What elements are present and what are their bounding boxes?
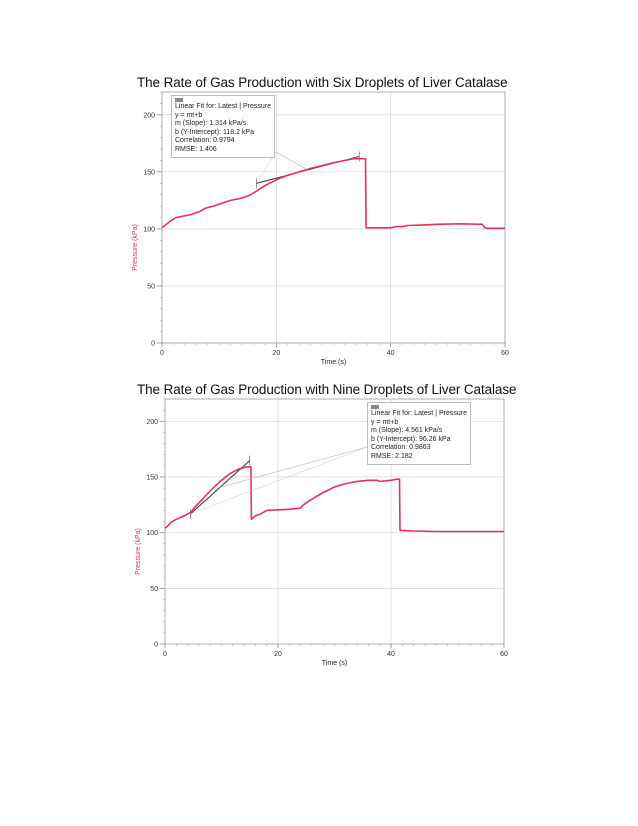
linear-fit-box[interactable]: Linear Fit for: Latest | Pressure y = mt… bbox=[367, 402, 471, 465]
data-series-line bbox=[164, 466, 504, 533]
fit-leader-line bbox=[275, 151, 308, 171]
fit-leader-line bbox=[220, 446, 368, 488]
x-axis-title: Time (s) bbox=[322, 660, 347, 667]
chart-panel-nine-droplets: The Rate of Gas Production with Nine Dro… bbox=[133, 380, 517, 673]
y-tick-label: 0 bbox=[151, 341, 155, 348]
fit-swatch-icon bbox=[371, 405, 379, 409]
chart-panel-six-droplets: The Rate of Gas Production with Six Drop… bbox=[132, 73, 511, 372]
fit-title: Linear Fit for: Latest | Pressure bbox=[175, 103, 271, 110]
x-tick-label: 40 bbox=[387, 350, 395, 357]
x-tick-label: 20 bbox=[272, 350, 280, 357]
x-tick-label: 0 bbox=[160, 350, 164, 357]
fit-leader-line bbox=[190, 446, 368, 515]
y-tick-label: 150 bbox=[143, 169, 155, 176]
fit-swatch-icon bbox=[175, 98, 183, 102]
y-tick-label: 100 bbox=[146, 530, 158, 537]
x-tick-label: 60 bbox=[500, 651, 508, 658]
chart-title: The Rate of Gas Production with Six Drop… bbox=[137, 75, 508, 90]
fit-equation: y = mt+b bbox=[175, 111, 203, 119]
x-tick-label: 20 bbox=[274, 651, 282, 658]
x-tick-label: 40 bbox=[387, 651, 395, 658]
fit-equation: y = mt+b bbox=[371, 418, 399, 426]
chart-svg: 0 50 100 150 200 0 20 40 60 Time (s) Pressure (kPa… bbox=[135, 398, 508, 667]
x-axis-title: Time (s) bbox=[321, 359, 346, 366]
data-series-line bbox=[161, 157, 505, 230]
y-axis-title: Pressure (kPa) bbox=[132, 224, 139, 271]
y-tick-label: 200 bbox=[143, 112, 155, 119]
fit-correlation: Correlation: 0.9863 bbox=[371, 444, 431, 452]
fit-correlation: Correlation: 0.9794 bbox=[175, 137, 235, 145]
fit-intercept: b (Y-Intercept): 118.2 kPa bbox=[175, 128, 254, 136]
y-tick-label: 200 bbox=[146, 419, 158, 426]
x-tick-label: 60 bbox=[501, 350, 509, 357]
fit-slope: m (Slope): 4.561 kPa/s bbox=[371, 427, 443, 435]
y-tick-label: 150 bbox=[146, 474, 158, 481]
fit-rmse: RMSE: 2.182 bbox=[371, 452, 413, 460]
chart-title: The Rate of Gas Production with Nine Dro… bbox=[137, 382, 517, 397]
y-tick-label: 100 bbox=[143, 226, 155, 233]
y-tick-label: 0 bbox=[154, 642, 158, 649]
y-axis-title: Pressure (kPa) bbox=[135, 528, 142, 575]
fit-slope: m (Slope): 1.314 kPa/s bbox=[175, 120, 247, 128]
fit-intercept: b (Y-Intercept): 96.26 kPa bbox=[371, 435, 451, 443]
y-tick-label: 50 bbox=[147, 283, 155, 290]
fit-title: Linear Fit for: Latest | Pressure bbox=[371, 410, 467, 417]
fit-rmse: RMSE: 1.406 bbox=[175, 145, 217, 153]
y-tick-label: 50 bbox=[150, 586, 158, 593]
linear-fit-box[interactable]: Linear Fit for: Latest | Pressure y = mt… bbox=[171, 95, 275, 158]
x-tick-label: 0 bbox=[163, 651, 167, 658]
